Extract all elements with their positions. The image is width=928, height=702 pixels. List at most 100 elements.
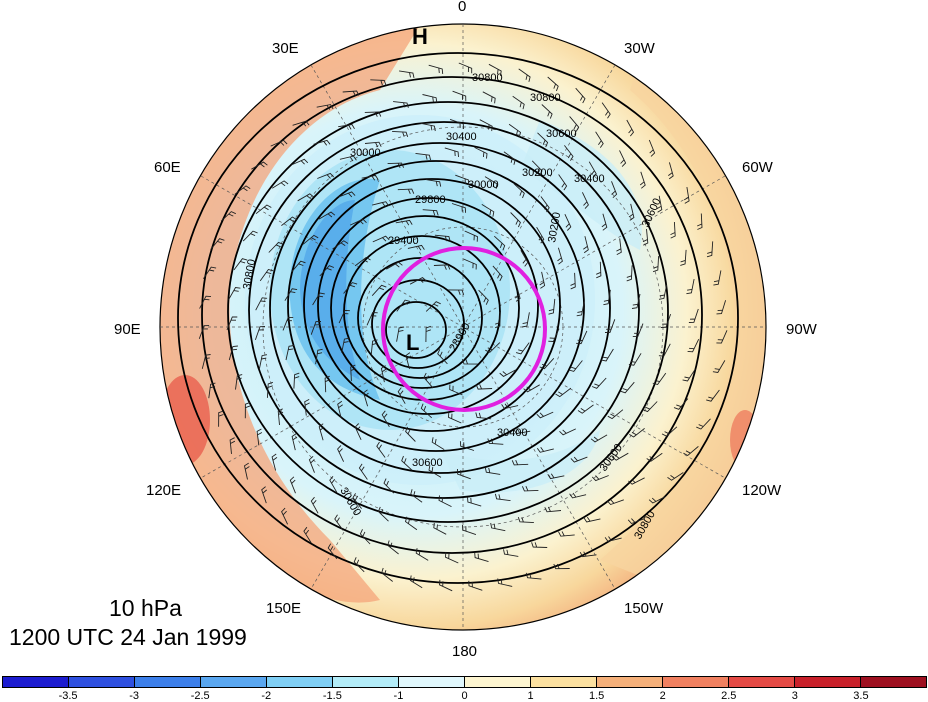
wind-barb <box>568 360 583 372</box>
wind-barb <box>397 188 415 194</box>
wind-barb <box>680 249 687 266</box>
wind-barb <box>564 214 572 231</box>
wind-barb <box>293 372 300 389</box>
wind-barb <box>266 381 274 398</box>
wind-barb <box>387 540 399 555</box>
highlight-circle <box>381 246 547 412</box>
longitude-label-150w: 150W <box>624 600 664 617</box>
contour-label: 29400 <box>388 235 419 247</box>
wind-barb <box>405 426 416 442</box>
wind-barb <box>198 325 210 339</box>
wind-barb <box>481 204 495 217</box>
wind-barb <box>425 325 431 343</box>
wind-barb <box>304 398 310 416</box>
wind-barb <box>484 467 501 475</box>
longitude-label-60w: 60W <box>742 159 773 176</box>
wind-barb <box>713 270 722 286</box>
wind-barb <box>503 549 519 557</box>
wind-barb <box>712 360 726 373</box>
wind-barb <box>410 489 423 503</box>
colorbar-segment <box>201 677 267 687</box>
wind-barb <box>508 123 522 138</box>
longitude-label-180: 180 <box>452 643 478 660</box>
wind-barb <box>611 181 618 199</box>
longitude-label-90w: 90W <box>786 321 817 338</box>
wind-barb <box>199 295 212 309</box>
wind-barb <box>444 147 459 158</box>
longitude-label-30w: 30W <box>624 40 655 57</box>
contour-label: 30800 <box>530 92 561 104</box>
wind-barb <box>492 265 503 282</box>
wind-barb <box>420 403 433 419</box>
polar-stereographic-map: 30800 30800 30600 30600 30400 30400 3020… <box>159 23 767 631</box>
wind-barb <box>226 316 238 331</box>
wind-barb <box>559 428 576 436</box>
wind-barb <box>317 172 335 179</box>
high-pressure-marker: H <box>412 24 428 49</box>
contour-label: 30600 <box>546 128 577 140</box>
colorbar-segment <box>267 677 333 687</box>
wind-barb <box>588 161 597 178</box>
wind-barb <box>291 433 298 451</box>
wind-barb <box>557 247 563 265</box>
colorbar-tick-label: -1.5 <box>322 690 342 702</box>
wind-barb <box>485 342 501 353</box>
wind-barb <box>521 486 539 492</box>
wind-barb <box>564 145 574 161</box>
wind-barb <box>282 316 294 331</box>
wind-barb <box>656 195 663 213</box>
wind-barb <box>451 203 467 213</box>
wind-barb <box>425 179 442 187</box>
wind-barb <box>570 456 588 463</box>
wind-barb <box>285 345 295 361</box>
wind-barb <box>488 63 502 76</box>
longitude-label-0: 0 <box>458 0 467 15</box>
contour-label: 30000 <box>350 147 381 159</box>
wind-barb <box>370 339 378 356</box>
wind-barb <box>581 192 589 209</box>
wind-barb <box>531 160 543 176</box>
wind-barb <box>682 369 696 382</box>
contour-label: 30600 <box>412 457 443 469</box>
wind-barb <box>334 514 344 531</box>
wind-barb <box>478 289 489 305</box>
wind-barb <box>544 506 562 513</box>
wind-barb <box>405 352 412 370</box>
wind-barb <box>420 122 436 132</box>
contour-label: 29800 <box>415 194 446 206</box>
valid-time-caption: 1200 UTC 24 Jan 1999 <box>9 624 247 650</box>
wind-barb <box>433 522 447 535</box>
wind-barb <box>479 119 493 132</box>
wind-barb <box>431 437 445 450</box>
wind-barb <box>297 193 314 202</box>
wind-barb <box>627 518 645 525</box>
wind-barb <box>401 455 413 471</box>
wind-barb <box>631 293 641 309</box>
wind-barb <box>601 102 611 119</box>
colorbar-tick-label: -2 <box>261 690 272 702</box>
wind-barb <box>258 354 268 370</box>
wind-barb <box>503 151 516 165</box>
wind-barb <box>537 132 549 148</box>
wind-barb <box>407 244 425 251</box>
colorbar-tick-label: 1.5 <box>588 690 605 702</box>
wind-barb <box>371 284 387 297</box>
wind-barb <box>343 282 358 294</box>
wind-barb <box>515 342 530 355</box>
wind-barb <box>310 496 319 514</box>
wind-barb <box>513 428 531 435</box>
wind-barb <box>525 572 542 580</box>
low-pressure-marker: L <box>406 330 419 355</box>
wind-barb <box>255 297 268 311</box>
wind-barb <box>364 141 382 148</box>
longitude-label-60e: 60E <box>154 159 181 176</box>
wind-barb <box>392 130 409 138</box>
wind-barb <box>652 256 660 273</box>
contour-label: 30200 <box>546 211 563 243</box>
wind-barb <box>434 234 451 242</box>
wind-barb <box>228 287 241 300</box>
longitude-label-30e: 30E <box>272 40 299 57</box>
longitude-label-90e: 90E <box>114 321 141 338</box>
wind-barb <box>596 261 602 279</box>
wind-barb <box>517 516 534 524</box>
